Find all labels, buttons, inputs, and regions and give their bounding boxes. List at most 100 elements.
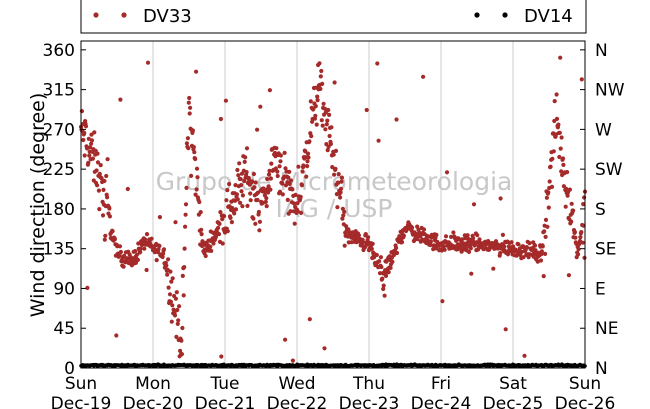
dv33-point [471, 202, 477, 207]
dv33-point [314, 122, 319, 127]
dv33-point [287, 169, 292, 174]
dv33-point [96, 188, 101, 193]
dv33-point [112, 237, 117, 242]
dv33-point [233, 207, 239, 212]
dv33-point [282, 150, 287, 155]
dv33-point [323, 127, 328, 132]
dv33-point [561, 162, 566, 167]
dv33-point [325, 148, 330, 153]
x-tick-day: Mon [135, 374, 171, 394]
dv33-point [576, 252, 581, 257]
dv33-point [356, 233, 361, 238]
dv33-point [229, 220, 234, 225]
y-axis-left: 0 45 90 135 180 225 270 315 360 [43, 41, 86, 379]
dv33-point [244, 170, 249, 175]
dv33-point [572, 230, 578, 235]
dv33-point [105, 157, 110, 162]
dv33-point [332, 80, 337, 85]
dv33-point [198, 210, 203, 215]
dv33-point [459, 249, 464, 254]
dv33-point [378, 255, 383, 260]
dv33-point [571, 208, 576, 213]
dv33-point [364, 107, 369, 113]
dv33-point [193, 192, 198, 197]
dv33-point [292, 201, 297, 206]
dv33-point [263, 199, 268, 204]
dv33-point [248, 198, 253, 203]
dv33-point [451, 230, 456, 235]
dv33-point [377, 259, 382, 264]
dv33-point [244, 146, 250, 151]
dv33-point [286, 175, 291, 180]
y-right-tick-label: N [595, 359, 608, 379]
dv33-point [197, 199, 202, 205]
dv33-point [557, 130, 562, 135]
dv33-point [175, 321, 180, 326]
dv33-point [102, 178, 107, 184]
dv33-point [257, 219, 262, 224]
dv33-point [89, 141, 94, 146]
dv33-point [329, 125, 334, 130]
dv33-point [579, 77, 584, 82]
dv33-point [133, 249, 138, 254]
dv33-point [280, 181, 285, 186]
dv33-point [327, 112, 332, 117]
dv33-point [304, 174, 309, 179]
dv33-point [104, 173, 109, 179]
dv33-point [264, 204, 269, 209]
dv33-point [569, 219, 574, 224]
dv33-point [336, 172, 341, 177]
dv33-point [265, 176, 270, 182]
dv33-point [394, 117, 399, 122]
dv33-point [498, 251, 503, 256]
dv33-point [268, 187, 273, 192]
plot-frame [80, 40, 586, 369]
dv33-point [475, 233, 480, 238]
dv33-point [176, 318, 181, 323]
dv33-point [266, 184, 271, 189]
dv33-point [338, 186, 344, 191]
dv33-point [239, 183, 244, 188]
dv33-point [388, 265, 393, 270]
dv33-point [578, 235, 583, 240]
dv33-point [237, 161, 242, 166]
dv33-point [143, 237, 148, 242]
dv33-point [172, 313, 178, 318]
dv33-point [193, 156, 198, 162]
dv33-point [576, 247, 581, 252]
y-right-tick-label: S [595, 200, 606, 220]
dv33-point [177, 304, 182, 309]
dv33-point [253, 180, 258, 185]
x-tick-date: Dec-24 [411, 394, 472, 409]
dv33-point [179, 338, 184, 343]
dv33-point [165, 272, 170, 277]
dv33-point [95, 183, 100, 188]
dv33-point [330, 165, 335, 170]
x-tick-date: Dec-21 [195, 394, 256, 409]
dv33-point [240, 193, 245, 198]
dv33-point [288, 178, 294, 183]
dv33-point [110, 229, 115, 234]
dv33-point [99, 176, 104, 181]
dv33-point [166, 285, 171, 290]
dv33-point [566, 273, 572, 278]
dv33-point [95, 151, 100, 156]
dv33-point [295, 209, 300, 214]
dv33-point [269, 161, 274, 166]
dv33-point [320, 81, 325, 86]
dv33-point [428, 239, 433, 244]
dv33-point [224, 198, 229, 203]
dv33-point [82, 130, 87, 135]
dv33-point [335, 205, 340, 210]
dv33-point [160, 254, 165, 260]
dv33-point [216, 232, 222, 237]
dv33-point [251, 171, 256, 177]
dv33-point [466, 249, 472, 254]
dv33-point [183, 212, 188, 217]
dv33-point [218, 116, 223, 122]
dv33-point [326, 107, 331, 113]
dv33-point [498, 196, 503, 201]
x-tick-date: Dec-20 [123, 394, 184, 409]
dv33-point [256, 209, 261, 215]
x-tick-date: Dec-22 [267, 394, 328, 409]
